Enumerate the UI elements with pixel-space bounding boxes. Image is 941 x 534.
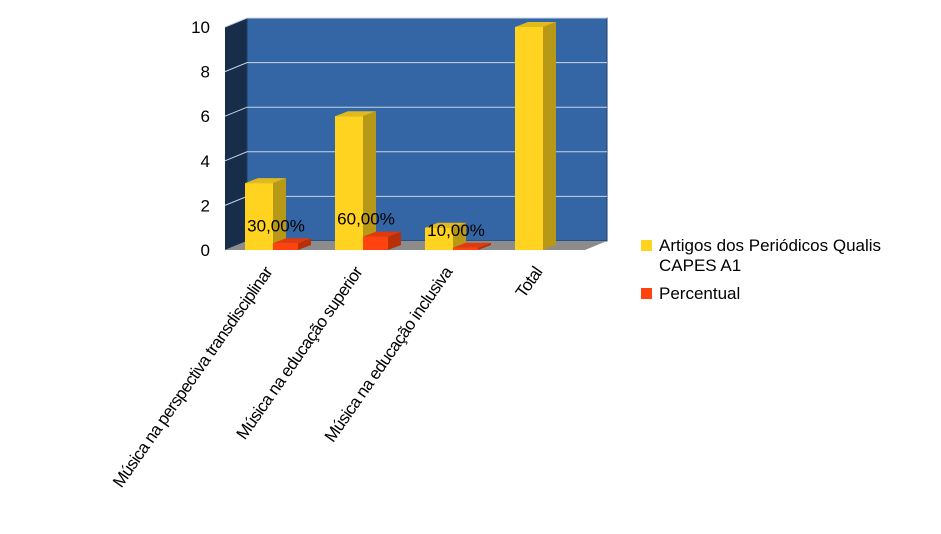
- bar-artigos-front: [515, 27, 543, 250]
- bar-artigos-front: [245, 183, 273, 250]
- bar-artigos: [245, 178, 286, 250]
- grid-line: [224, 62, 607, 73]
- data-label: 60,00%: [337, 210, 395, 229]
- x-category-label: Música na perspectiva transdisciplinar: [109, 263, 277, 491]
- y-tick-label: 10: [191, 18, 210, 37]
- y-tick-label: 0: [201, 241, 210, 260]
- y-tick-label: 8: [201, 63, 210, 82]
- y-tick-label: 2: [201, 196, 210, 215]
- grid-line: [224, 151, 607, 162]
- x-category-label: Total: [512, 263, 546, 301]
- bar-percentual-side: [298, 238, 311, 250]
- data-label: 30,00%: [247, 216, 305, 235]
- bar-artigos: [425, 222, 466, 250]
- x-axis: Música na perspectiva transdisciplinarMú…: [109, 262, 546, 490]
- y-tick-label: 4: [201, 152, 210, 171]
- bar-artigos: [335, 111, 376, 250]
- grid-line: [224, 106, 607, 117]
- data-label: 10,00%: [427, 221, 485, 240]
- bar-percentual-top: [363, 231, 401, 237]
- bar-percentual: [363, 231, 401, 250]
- bar-percentual: [453, 242, 491, 250]
- bar-artigos: [515, 22, 556, 250]
- grid-line: [224, 17, 607, 28]
- legend-label-percentual: Percentual: [659, 284, 741, 303]
- bar-artigos-side: [363, 111, 376, 250]
- bar-artigos-top: [425, 222, 466, 228]
- bar-artigos-side: [543, 22, 556, 250]
- side-wall: [225, 18, 247, 250]
- legend-swatch-artigos: [641, 240, 652, 251]
- bar-percentual-top: [453, 242, 491, 248]
- bars: [245, 22, 556, 250]
- legend-swatch-percentual: [641, 288, 652, 299]
- legend-label-artigos: Artigos dos Periódicos Qualis CAPES A1: [659, 236, 882, 275]
- bar-artigos-side: [273, 178, 286, 250]
- bar-artigos-front: [425, 227, 453, 250]
- bar-artigos-top: [515, 22, 556, 27]
- bar-artigos-front: [335, 116, 363, 250]
- floor: [225, 241, 607, 250]
- y-tick-label: 6: [201, 107, 210, 126]
- data-labels: 30,00% 60,00% 10,00%: [247, 210, 485, 240]
- legend-item-percentual: Percentual: [641, 284, 941, 304]
- bar-percentual-front: [453, 247, 478, 250]
- bar-artigos-top: [335, 111, 376, 117]
- bar-percentual-side: [388, 231, 401, 250]
- bar-artigos-side: [453, 222, 466, 250]
- bar-artigos-top: [245, 178, 286, 184]
- grid-lines: [224, 17, 607, 206]
- bar-percentual-side: [478, 242, 491, 250]
- bar-percentual-front: [363, 236, 388, 250]
- bar-percentual-front: [273, 243, 298, 250]
- bar-percentual: [273, 238, 311, 250]
- legend: Artigos dos Periódicos Qualis CAPES A1 P…: [641, 236, 941, 312]
- y-axis: 0 2 4 6 8 10: [191, 18, 210, 260]
- legend-item-artigos: Artigos dos Periódicos Qualis CAPES A1: [641, 236, 941, 276]
- bar-percentual-top: [273, 238, 311, 244]
